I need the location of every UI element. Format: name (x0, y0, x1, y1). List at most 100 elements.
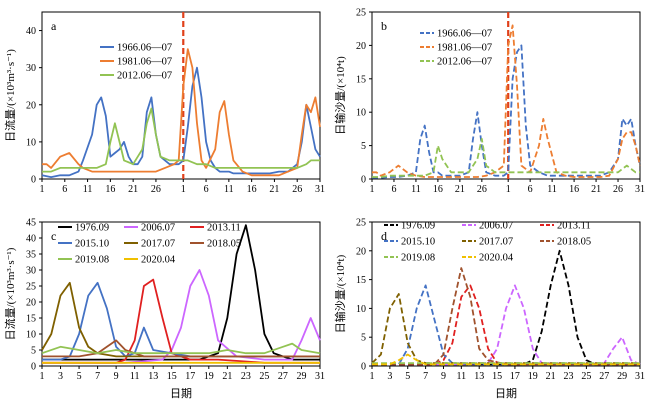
panel-label: d (381, 229, 387, 243)
legend-label: 1976.09 (75, 223, 109, 234)
x-tick-label: 31 (315, 371, 325, 382)
x-tick-label: 31 (635, 371, 645, 382)
y-tick-label: 0 (361, 175, 366, 186)
x-tick-label: 13 (474, 371, 484, 382)
x-tick-label: 11 (224, 184, 234, 195)
x-tick-label: 29 (617, 371, 627, 382)
x-tick-label: 25 (259, 371, 269, 382)
legend-label: 1976.09 (401, 221, 435, 232)
y-tick-label: 0 (31, 175, 36, 186)
x-tick-label: 21 (455, 184, 465, 195)
y-tick-label: 5 (361, 141, 366, 152)
y-tick-label: 25 (26, 282, 36, 293)
legend-label: 2015.10 (401, 237, 435, 248)
x-tick-label: 21 (128, 184, 138, 195)
x-tick-label: 31 (635, 184, 645, 195)
x-tick-label: 3 (58, 371, 63, 382)
legend-label: 2006.07 (479, 221, 513, 232)
x-tick-label: 16 (433, 184, 443, 195)
x-tick-label: 21 (269, 184, 279, 195)
legend-label: 2018.05 (207, 239, 241, 250)
x-tick-label: 23 (241, 371, 251, 382)
series-line-2019.08 (41, 342, 321, 355)
x-tick-label: 21 (222, 371, 232, 382)
x-tick-label: 1 (181, 184, 186, 195)
x-tick-label: 9 (114, 371, 119, 382)
x-tick-label: 27 (599, 371, 609, 382)
x-tick-label: 26 (151, 184, 161, 195)
x-tick-label: 1 (370, 371, 375, 382)
series-line-2012.06—07 (372, 138, 640, 178)
x-tick-label: 15 (167, 371, 177, 382)
panel-label: a (51, 19, 57, 33)
series-line-1981.06—07 (372, 24, 641, 178)
legend: 1966.06—07 1981.06—07 2012.06—07 (100, 43, 172, 82)
legend-label: 2019.08 (401, 253, 435, 264)
y-tick-label: 25 (356, 218, 366, 229)
legend-label: 1981.06—07 (117, 57, 172, 68)
x-tick-label: 6 (391, 184, 396, 195)
y-tick-label: 5 (31, 346, 36, 357)
plot-frame (41, 221, 321, 367)
y-tick-label: 40 (26, 26, 36, 37)
y-axis-label: 日流量/(×10³m³·s⁻¹) (3, 247, 17, 340)
legend-label: 2018.05 (557, 237, 591, 248)
y-tick-label: 25 (356, 8, 366, 19)
y-tick-label: 5 (361, 333, 366, 344)
x-tick-label: 11 (130, 371, 140, 382)
series-line-2020.04 (372, 353, 640, 366)
y-tick-label: 10 (26, 137, 36, 148)
series-line-2006.07 (372, 284, 641, 366)
y-tick-label: 20 (356, 246, 366, 257)
y-tick-label: 10 (26, 330, 36, 341)
y-tick-label: 20 (26, 298, 36, 309)
y-tick-label: 15 (26, 314, 36, 325)
legend-label: 2012.06—07 (437, 57, 492, 68)
x-tick-label: 5 (405, 371, 410, 382)
x-tick-label: 13 (148, 371, 158, 382)
series-line-1981.06—07 (42, 48, 321, 177)
panel-label: c (51, 229, 56, 243)
x-tick-label: 11 (83, 184, 93, 195)
series-line-1966.06—07 (372, 44, 641, 179)
plot-frame (371, 221, 641, 367)
legend-label: 2013.11 (207, 223, 241, 234)
x-tick-label: 16 (105, 184, 115, 195)
legend: 1966.06—07 1981.06—07 2012.06—07 (420, 29, 492, 68)
y-tick-label: 30 (26, 63, 36, 74)
x-tick-label: 17 (510, 371, 520, 382)
x-tick-label: 7 (95, 371, 100, 382)
legend-label: 1966.06—07 (117, 43, 172, 54)
x-tick-label: 11 (547, 184, 557, 195)
series-line-1966.06—07 (41, 66, 321, 178)
legend: 1976.09 2006.07 2013.11 2015.10 2017.07 2018.… (384, 221, 591, 264)
x-tick-label: 19 (528, 371, 538, 382)
x-tick-label: 23 (564, 371, 574, 382)
x-tick-label: 3 (387, 371, 392, 382)
x-tick-label: 7 (423, 371, 428, 382)
x-axis-label: 日期 (170, 387, 192, 400)
y-tick-label: 35 (26, 250, 36, 261)
x-tick-label: 1 (370, 184, 375, 195)
y-tick-label: 20 (356, 41, 366, 52)
y-tick-label: 0 (31, 362, 36, 373)
x-tick-label: 11 (457, 371, 467, 382)
y-tick-label: 20 (26, 100, 36, 111)
x-tick-label: 27 (278, 371, 288, 382)
legend-label: 2017.07 (479, 237, 513, 248)
x-tick-label: 6 (528, 184, 533, 195)
x-tick-label: 29 (296, 371, 306, 382)
x-axis-label: 日期 (495, 387, 517, 400)
x-tick-label: 17 (185, 371, 195, 382)
y-axis-label: 日流量/(×10³m³·s⁻¹) (3, 49, 17, 142)
y-tick-label: 10 (356, 108, 366, 119)
legend-label: 2020.04 (141, 255, 176, 266)
plot-frame (41, 11, 321, 180)
series-line-2018.05 (372, 267, 640, 366)
x-tick-label: 16 (569, 184, 579, 195)
legend-label: 2006.07 (141, 223, 175, 234)
x-tick-label: 26 (477, 184, 487, 195)
x-tick-label: 6 (62, 184, 67, 195)
